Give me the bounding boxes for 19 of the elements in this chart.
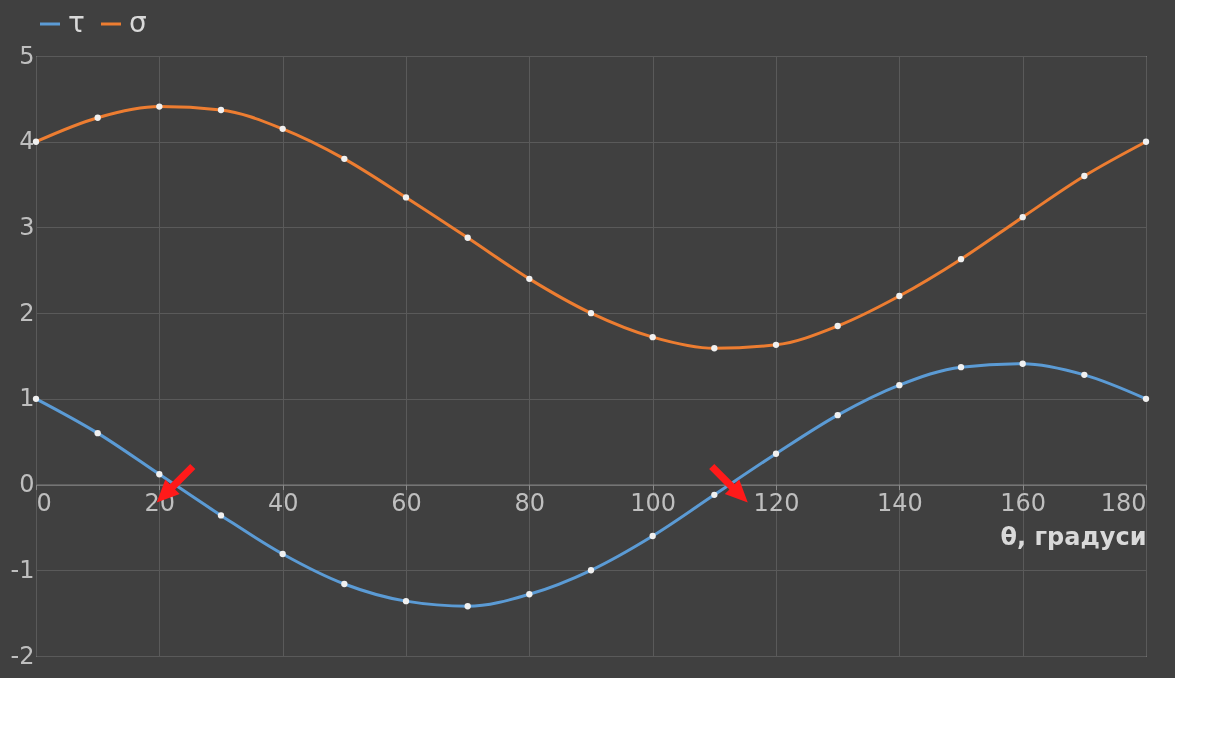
legend-label: σ: [129, 6, 147, 39]
x-tick-label: 140: [876, 489, 923, 518]
y-tick-label: 5: [19, 41, 35, 70]
legend-label: τ: [68, 6, 85, 39]
y-tick-label: 3: [19, 212, 35, 241]
x-tick-label: 180: [1100, 489, 1147, 518]
x-axis-title: θ, градуси: [1000, 523, 1147, 552]
x-tick-label: 60: [391, 489, 422, 518]
y-tick-label: 4: [19, 127, 35, 156]
y-tick-label: 1: [19, 384, 35, 413]
y-tick-label: -2: [10, 641, 35, 670]
x-tick-label: 100: [630, 489, 677, 518]
x-tick-label: 40: [267, 489, 299, 518]
x-tick-label: 120: [753, 489, 800, 518]
x-tick-label: 160: [1000, 489, 1047, 518]
y-tick-label: -1: [10, 555, 35, 584]
y-tick-label: 2: [19, 298, 35, 327]
y-tick-label: 0: [19, 470, 35, 499]
x-tick-label: 80: [514, 489, 546, 518]
